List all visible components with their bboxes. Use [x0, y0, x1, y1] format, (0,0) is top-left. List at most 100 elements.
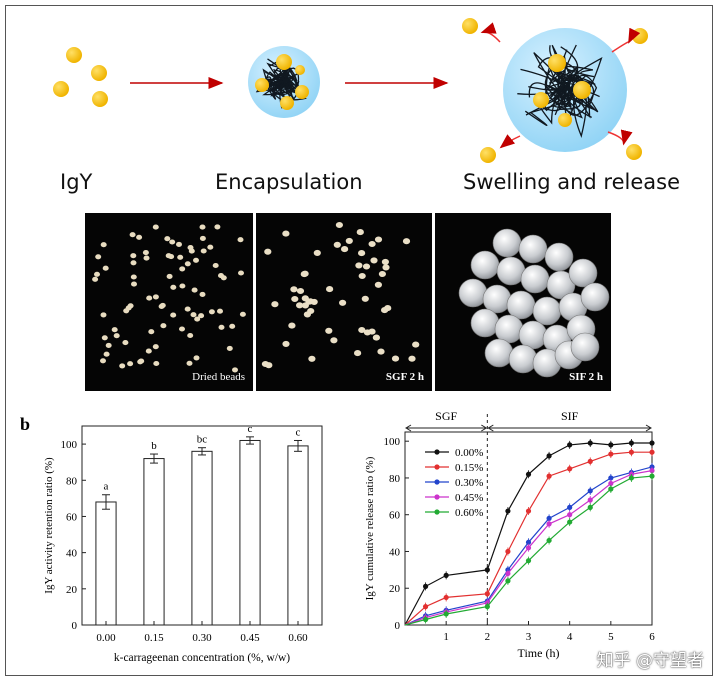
dried-bead: [220, 275, 227, 281]
dried-bead: [339, 299, 347, 306]
series-line: [404, 442, 652, 626]
dried-bead: [218, 324, 225, 330]
dried-bead: [170, 312, 177, 318]
dried-bead: [271, 301, 279, 308]
significance-letter: bc: [197, 434, 208, 446]
dried-bead: [363, 329, 371, 336]
dried-bead: [282, 230, 290, 237]
dried-bead: [179, 266, 186, 272]
line-xtick-label: 3: [526, 631, 532, 643]
series-point: [505, 548, 511, 555]
dried-bead: [208, 309, 215, 315]
line-ytick-label: 60: [389, 510, 401, 522]
dried-bead: [164, 236, 171, 242]
dried-bead: [194, 316, 201, 322]
dried-bead: [153, 360, 160, 367]
dried-bead: [377, 348, 385, 355]
release-arrow: [480, 22, 501, 43]
dried-bead: [412, 341, 420, 348]
bar-ytick-label: 60: [66, 511, 78, 523]
series-point: [525, 471, 532, 477]
igy-particle: [53, 81, 69, 97]
series-point: [525, 539, 532, 545]
phase-bracket-arrow: [487, 424, 494, 432]
dried-bead: [229, 323, 236, 329]
dried-bead: [113, 333, 120, 339]
series-point: [649, 440, 655, 446]
series-point: [587, 504, 593, 510]
encapsulated-igy: [280, 96, 294, 110]
dried-bead: [361, 295, 369, 302]
stage-label-swelling: Swelling and release: [463, 170, 681, 194]
encapsulated-igy: [255, 78, 269, 92]
dried-bead: [355, 262, 363, 269]
series-point: [567, 512, 573, 518]
dried-bead: [152, 294, 159, 300]
dried-bead: [193, 257, 199, 263]
polymer-strand: [274, 73, 295, 92]
dried-bead: [296, 302, 304, 309]
dried-bead: [160, 323, 167, 329]
series-point: [505, 508, 511, 514]
phase-bracket-arrow: [405, 424, 412, 432]
legend-marker: [434, 479, 440, 485]
dried-beads-image: [92, 224, 246, 373]
figure-frame: [5, 5, 713, 676]
polymer-strand: [555, 56, 603, 116]
series-point: [649, 473, 655, 479]
significance-letter: c: [248, 423, 253, 435]
dried-bead: [131, 281, 137, 287]
release-arrow: [499, 134, 521, 149]
photo-caption-sif: SIF 2 h: [569, 371, 603, 383]
dried-bead: [335, 221, 343, 229]
released-igy: [480, 147, 496, 163]
bar-ylabel: IgY activity retention ratio (%): [43, 457, 55, 594]
dried-bead: [188, 248, 195, 254]
encapsulated-igy: [558, 113, 572, 127]
dried-bead: [136, 234, 143, 240]
line-plot-frame: [404, 431, 653, 626]
dried-bead: [193, 355, 200, 361]
dried-bead: [358, 250, 366, 257]
bar-xtick-label: 0.00: [96, 632, 116, 644]
line-xtick-label: 1: [443, 631, 449, 643]
dried-bead: [381, 258, 389, 265]
bar-ytick-label: 80: [66, 475, 78, 487]
dried-bead: [130, 260, 137, 266]
series-line: [404, 451, 652, 626]
polymer-strand: [262, 68, 300, 102]
release-arrow: [607, 129, 633, 146]
dried-bead: [105, 342, 112, 348]
series-line: [404, 475, 653, 626]
series-point: [587, 488, 593, 494]
dried-bead: [408, 355, 416, 362]
dried-bead: [313, 249, 321, 256]
dried-bead: [142, 250, 149, 256]
dried-bead: [95, 254, 102, 260]
released-igy: [462, 18, 478, 34]
bar-ytick-label: 40: [66, 548, 78, 560]
phase-label: SGF: [435, 409, 457, 423]
dried-bead: [358, 326, 366, 334]
dried-bead: [239, 311, 246, 317]
dried-bead: [94, 271, 100, 277]
series-point: [587, 440, 593, 446]
dried-bead: [212, 262, 219, 269]
series-line: [404, 470, 653, 626]
dried-bead: [356, 229, 364, 236]
dried-bead: [370, 257, 378, 264]
series-point: [525, 545, 532, 551]
series-point: [608, 486, 614, 492]
phase-bracket-arrow: [481, 424, 488, 432]
series-point: [608, 442, 614, 448]
dried-bead: [372, 334, 380, 341]
dried-bead: [282, 340, 290, 347]
series-point: [649, 449, 655, 455]
series-point: [649, 468, 655, 474]
dried-bead: [176, 241, 182, 247]
series-point: [525, 508, 532, 514]
dried-bead: [145, 348, 152, 354]
dried-bead: [217, 308, 223, 314]
